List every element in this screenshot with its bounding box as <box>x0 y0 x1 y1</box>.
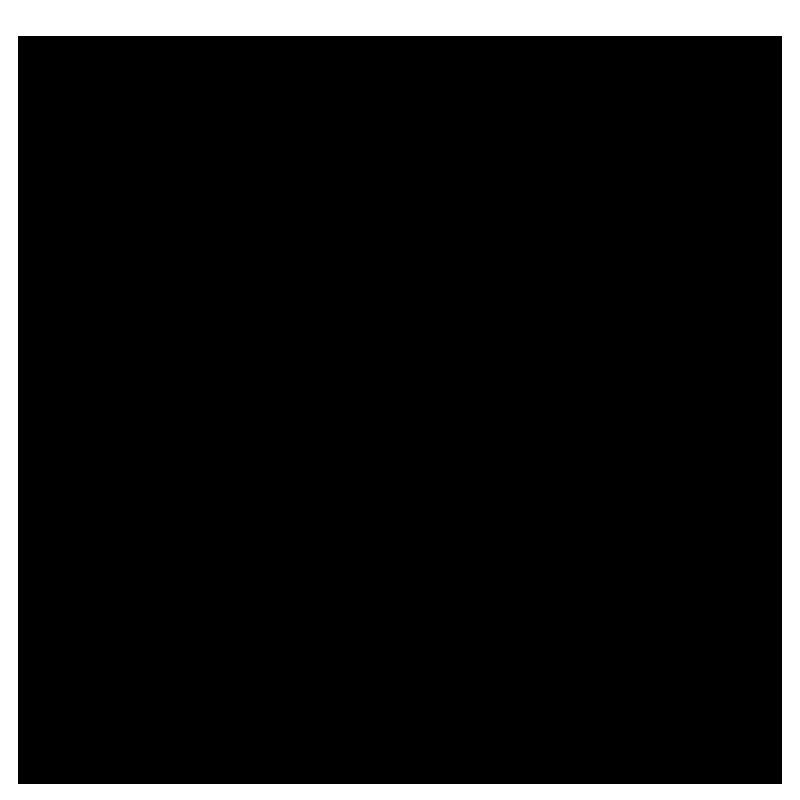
heatmap-plot <box>18 36 782 784</box>
chart-container <box>0 0 800 800</box>
heatmap-canvas <box>18 36 782 784</box>
